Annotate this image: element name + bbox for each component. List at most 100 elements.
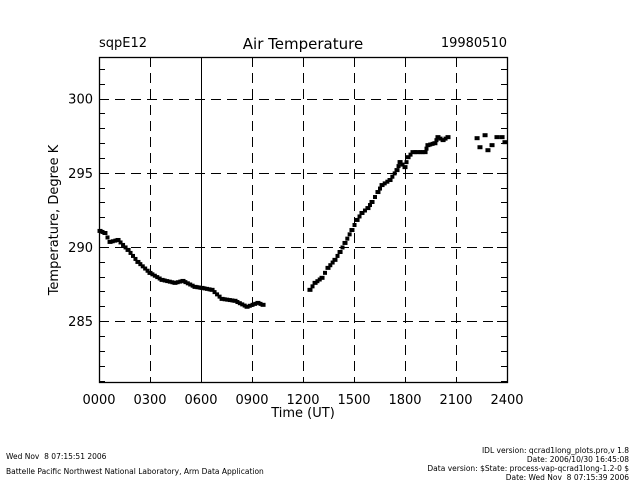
data-point-trace: [227, 298, 232, 303]
data-point: [332, 257, 338, 262]
data-point: [359, 210, 365, 215]
data-point-trace: [345, 236, 350, 241]
data-point-trace: [105, 235, 110, 240]
data-point-trace: [215, 292, 220, 297]
data-point-trace: [140, 264, 145, 269]
data-point-trace: [434, 138, 439, 143]
data-point-trace: [420, 150, 425, 155]
x-tick-label: 0600: [184, 393, 217, 408]
data-point-trace: [315, 279, 320, 284]
y-tick-label: 300: [68, 93, 93, 108]
footer-org: Battelle Pacific Northwest National Labo…: [6, 467, 264, 476]
data-point-trace: [138, 262, 143, 267]
y-axis-title: Temperature, Degree K: [47, 144, 62, 296]
data-point-trace: [113, 238, 118, 243]
data-point-trace: [222, 297, 227, 302]
data-point-trace: [230, 298, 235, 303]
data-point: [192, 284, 198, 289]
data-point: [199, 285, 205, 290]
data-point-trace: [400, 162, 405, 167]
data-point-trace: [335, 253, 340, 258]
data-point-trace: [323, 270, 328, 275]
data-point-trace: [250, 302, 255, 307]
data-point-trace: [225, 297, 230, 302]
data-point: [102, 231, 108, 236]
x-tick-label: 0000: [82, 393, 115, 408]
data-point-trace: [165, 279, 170, 284]
site-label: sqpE12: [99, 36, 148, 51]
tick-labels: 0000 0300 0600 0900 1200 1500 1800 2100 2400 285 2…: [68, 93, 523, 408]
data-point: [499, 135, 505, 140]
data-point-trace: [328, 263, 333, 268]
data-point-trace: [357, 214, 362, 219]
data-point-trace: [430, 141, 435, 146]
data-point: [115, 237, 121, 242]
data-point: [375, 190, 381, 195]
data-point-trace: [202, 286, 207, 291]
data-point-trace: [413, 150, 418, 155]
data-point-trace: [133, 256, 138, 261]
data-point: [394, 168, 400, 173]
footer-right: IDL version: qcrad1long_plots.pro,v 1.8 …: [427, 446, 629, 482]
chart-title: Air Temperature: [242, 35, 364, 53]
data-point-trace: [143, 266, 148, 271]
footer-left: Wed Nov 8 07:15:51 2006 Battelle Pacific…: [6, 452, 264, 476]
data-point: [494, 135, 500, 140]
grid-lines: [99, 57, 507, 382]
data-point-trace: [242, 303, 247, 308]
data-point: [260, 302, 266, 307]
data-point-trace: [385, 179, 390, 184]
data-point-trace: [347, 232, 352, 237]
data-point: [349, 228, 355, 233]
data-point: [337, 250, 343, 254]
data-point-trace: [428, 142, 433, 147]
data-point-trace: [207, 287, 212, 292]
data-point: [502, 140, 508, 145]
data-point: [440, 138, 446, 143]
plot-frame: [98, 56, 509, 384]
x-tick-label: 1500: [337, 393, 370, 408]
data-point: [172, 280, 178, 285]
data-point-trace: [175, 280, 180, 285]
data-point-trace: [310, 284, 315, 289]
data-point-trace: [382, 181, 387, 186]
axes: [98, 56, 509, 384]
x-tick-label: 2100: [439, 393, 472, 408]
data-point-trace: [438, 136, 443, 141]
x-tick-label: 2400: [490, 393, 523, 408]
data-point: [312, 280, 318, 285]
data-point: [325, 265, 331, 270]
data-point: [219, 296, 225, 301]
data-point: [445, 135, 451, 140]
x-axis-title: Time (UT): [270, 406, 335, 421]
data-point: [365, 206, 371, 211]
data-point: [125, 247, 131, 252]
data-point-trace: [190, 283, 195, 288]
data-point-trace: [205, 286, 210, 291]
x-tick-label: 0300: [133, 393, 166, 408]
data-point: [432, 141, 438, 146]
date-label: 19980510: [440, 36, 507, 51]
data-point: [482, 133, 488, 138]
data-point-trace: [212, 290, 217, 295]
data-point-trace: [378, 186, 383, 191]
data-point-trace: [237, 301, 242, 306]
data-point: [244, 304, 250, 309]
data-point-trace: [247, 303, 252, 308]
data-point-trace: [418, 150, 423, 155]
data-point-trace: [183, 280, 188, 285]
data-point: [379, 183, 385, 188]
data-point: [319, 275, 325, 280]
data-point: [422, 150, 428, 155]
data-point-trace: [195, 285, 200, 290]
data-point-trace: [123, 245, 128, 250]
data-point-trace: [178, 279, 183, 284]
data-point-trace: [188, 282, 193, 287]
data-point-trace: [155, 275, 160, 280]
data-point-trace: [235, 300, 240, 305]
data-point-trace: [118, 240, 123, 245]
data-point-trace: [157, 276, 162, 281]
data-point: [425, 143, 431, 148]
data-point-trace: [150, 272, 155, 277]
data-point-trace: [404, 160, 409, 165]
